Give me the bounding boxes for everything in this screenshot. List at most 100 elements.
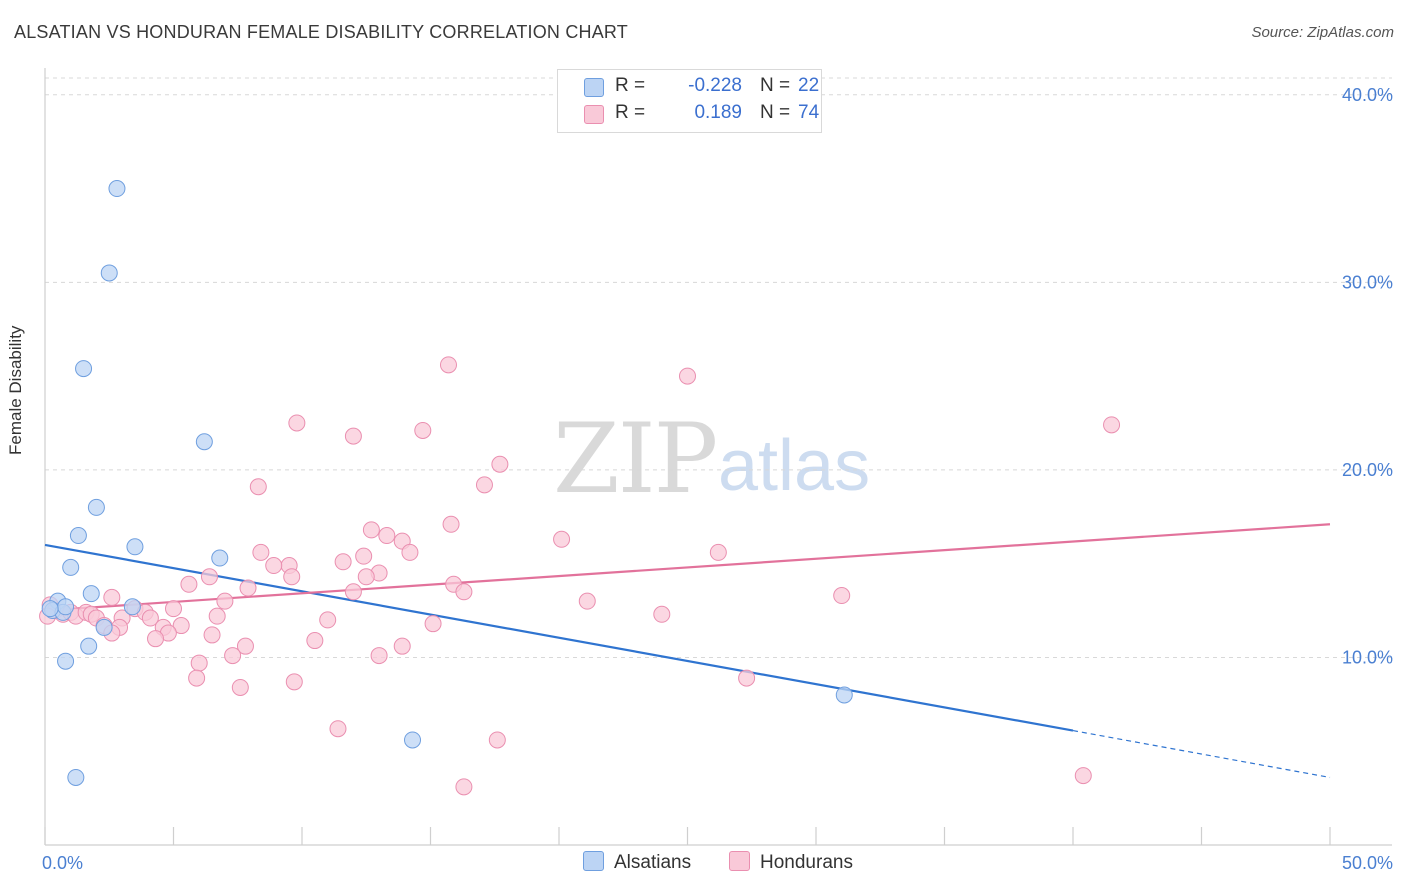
alsatian-point xyxy=(195,433,213,451)
y-tick-label: 30.0% xyxy=(1342,272,1393,292)
honduran-point xyxy=(1074,767,1092,785)
alsatian-trend-extension xyxy=(1072,729,1331,779)
honduran-point xyxy=(236,637,254,655)
honduran-point xyxy=(203,626,221,644)
honduran-point xyxy=(319,611,337,629)
honduran-point xyxy=(285,673,303,691)
honduran-point xyxy=(188,669,206,687)
legend-n-label: N = xyxy=(760,102,791,123)
honduran-point xyxy=(224,647,242,665)
x-tick-label: 0.0% xyxy=(42,853,83,873)
source-label: Source: ZipAtlas.com xyxy=(1251,24,1394,41)
alsatian-point xyxy=(69,527,87,545)
honduran-point xyxy=(200,568,218,586)
honduran-point xyxy=(103,588,121,606)
honduran-point xyxy=(401,543,419,561)
legend-n-label: N = xyxy=(760,75,791,96)
alsatian-swatch xyxy=(584,78,604,97)
tick-labels-layer: 10.0% 20.0% 30.0% 40.0% 0.0% 50.0% xyxy=(42,85,1393,873)
honduran-point xyxy=(455,778,473,796)
alsatian-point xyxy=(100,264,118,282)
alsatian-trend-line xyxy=(44,543,1074,732)
honduran-point xyxy=(370,647,388,665)
alsatian-swatch xyxy=(583,851,604,871)
legend-r-value: 0.189 xyxy=(694,102,742,123)
hondurans-label: Hondurans xyxy=(760,852,853,873)
honduran-point xyxy=(165,600,182,618)
honduran-point xyxy=(653,605,671,623)
alsatian-point xyxy=(62,558,80,576)
legend-r-label: R = xyxy=(615,75,646,96)
grid-layer xyxy=(45,77,1392,658)
honduran-point xyxy=(357,568,375,586)
alsatian-point xyxy=(126,538,144,556)
alsatian-point xyxy=(57,652,75,670)
alsatian-point xyxy=(57,598,75,616)
alsatian-point xyxy=(41,600,59,618)
alsatian-point xyxy=(80,637,98,655)
honduran-point xyxy=(252,543,270,561)
watermark-zip: ZIP xyxy=(553,403,718,515)
alsatian-point xyxy=(75,360,93,378)
honduran-point xyxy=(147,630,165,648)
y-axis-label: Female Disability xyxy=(6,325,25,455)
honduran-point xyxy=(180,575,198,593)
x-tick-label: 50.0% xyxy=(1342,853,1393,873)
legend-r-value: -0.228 xyxy=(688,75,742,96)
alsatian-point xyxy=(82,585,100,603)
legend-r-label: R = xyxy=(615,102,646,123)
honduran-point xyxy=(679,367,696,385)
alsatian-point xyxy=(108,180,126,198)
alsatian-point xyxy=(123,598,141,616)
honduran-point xyxy=(231,678,249,696)
points-layer xyxy=(39,180,1121,796)
honduran-point xyxy=(1103,416,1121,434)
alsatian-point xyxy=(87,498,105,516)
bottom-legend-alsatians: Alsatians xyxy=(583,851,691,874)
honduran-point xyxy=(344,427,362,445)
honduran-point xyxy=(190,654,208,672)
chart-title: ALSATIAN VS HONDURAN FEMALE DISABILITY C… xyxy=(14,22,628,42)
legend-n-value: 74 xyxy=(798,102,820,123)
correlation-legend: R = -0.228 N = 22 R = 0.189 N = 74 xyxy=(557,69,822,133)
honduran-point xyxy=(344,583,362,601)
alsatian-point xyxy=(835,686,853,704)
honduran-point xyxy=(239,579,257,597)
honduran-trend-line xyxy=(44,523,1331,612)
y-tick-label: 20.0% xyxy=(1342,460,1393,480)
honduran-point xyxy=(442,515,460,533)
watermark-atlas: atlas xyxy=(718,426,871,506)
honduran-point xyxy=(265,557,283,575)
honduran-point xyxy=(414,421,432,439)
honduran-point xyxy=(141,609,159,627)
honduran-point xyxy=(475,476,493,494)
honduran-point xyxy=(355,547,373,565)
alsatian-point xyxy=(211,549,229,567)
honduran-point xyxy=(709,543,727,561)
honduran-point xyxy=(378,527,396,545)
honduran-point xyxy=(249,478,267,496)
honduran-point xyxy=(306,632,324,650)
honduran-point xyxy=(424,615,442,633)
honduran-point xyxy=(393,637,411,655)
honduran-swatch xyxy=(584,105,604,124)
honduran-point xyxy=(578,592,596,610)
honduran-point xyxy=(362,521,380,539)
honduran-point xyxy=(216,592,234,610)
honduran-point xyxy=(833,587,851,605)
alsatian-point xyxy=(67,768,85,786)
alsatians-label: Alsatians xyxy=(614,852,692,873)
axes-layer xyxy=(44,68,1392,846)
honduran-point xyxy=(488,731,506,749)
honduran-point xyxy=(208,607,226,625)
honduran-point xyxy=(329,720,347,738)
honduran-point xyxy=(738,669,756,687)
legend-n-value: 22 xyxy=(798,75,820,96)
honduran-point xyxy=(283,568,301,586)
honduran-point xyxy=(334,553,352,571)
y-tick-label: 40.0% xyxy=(1342,85,1393,105)
alsatian-point xyxy=(404,731,422,749)
honduran-point xyxy=(172,617,190,635)
y-tick-label: 10.0% xyxy=(1342,647,1393,667)
